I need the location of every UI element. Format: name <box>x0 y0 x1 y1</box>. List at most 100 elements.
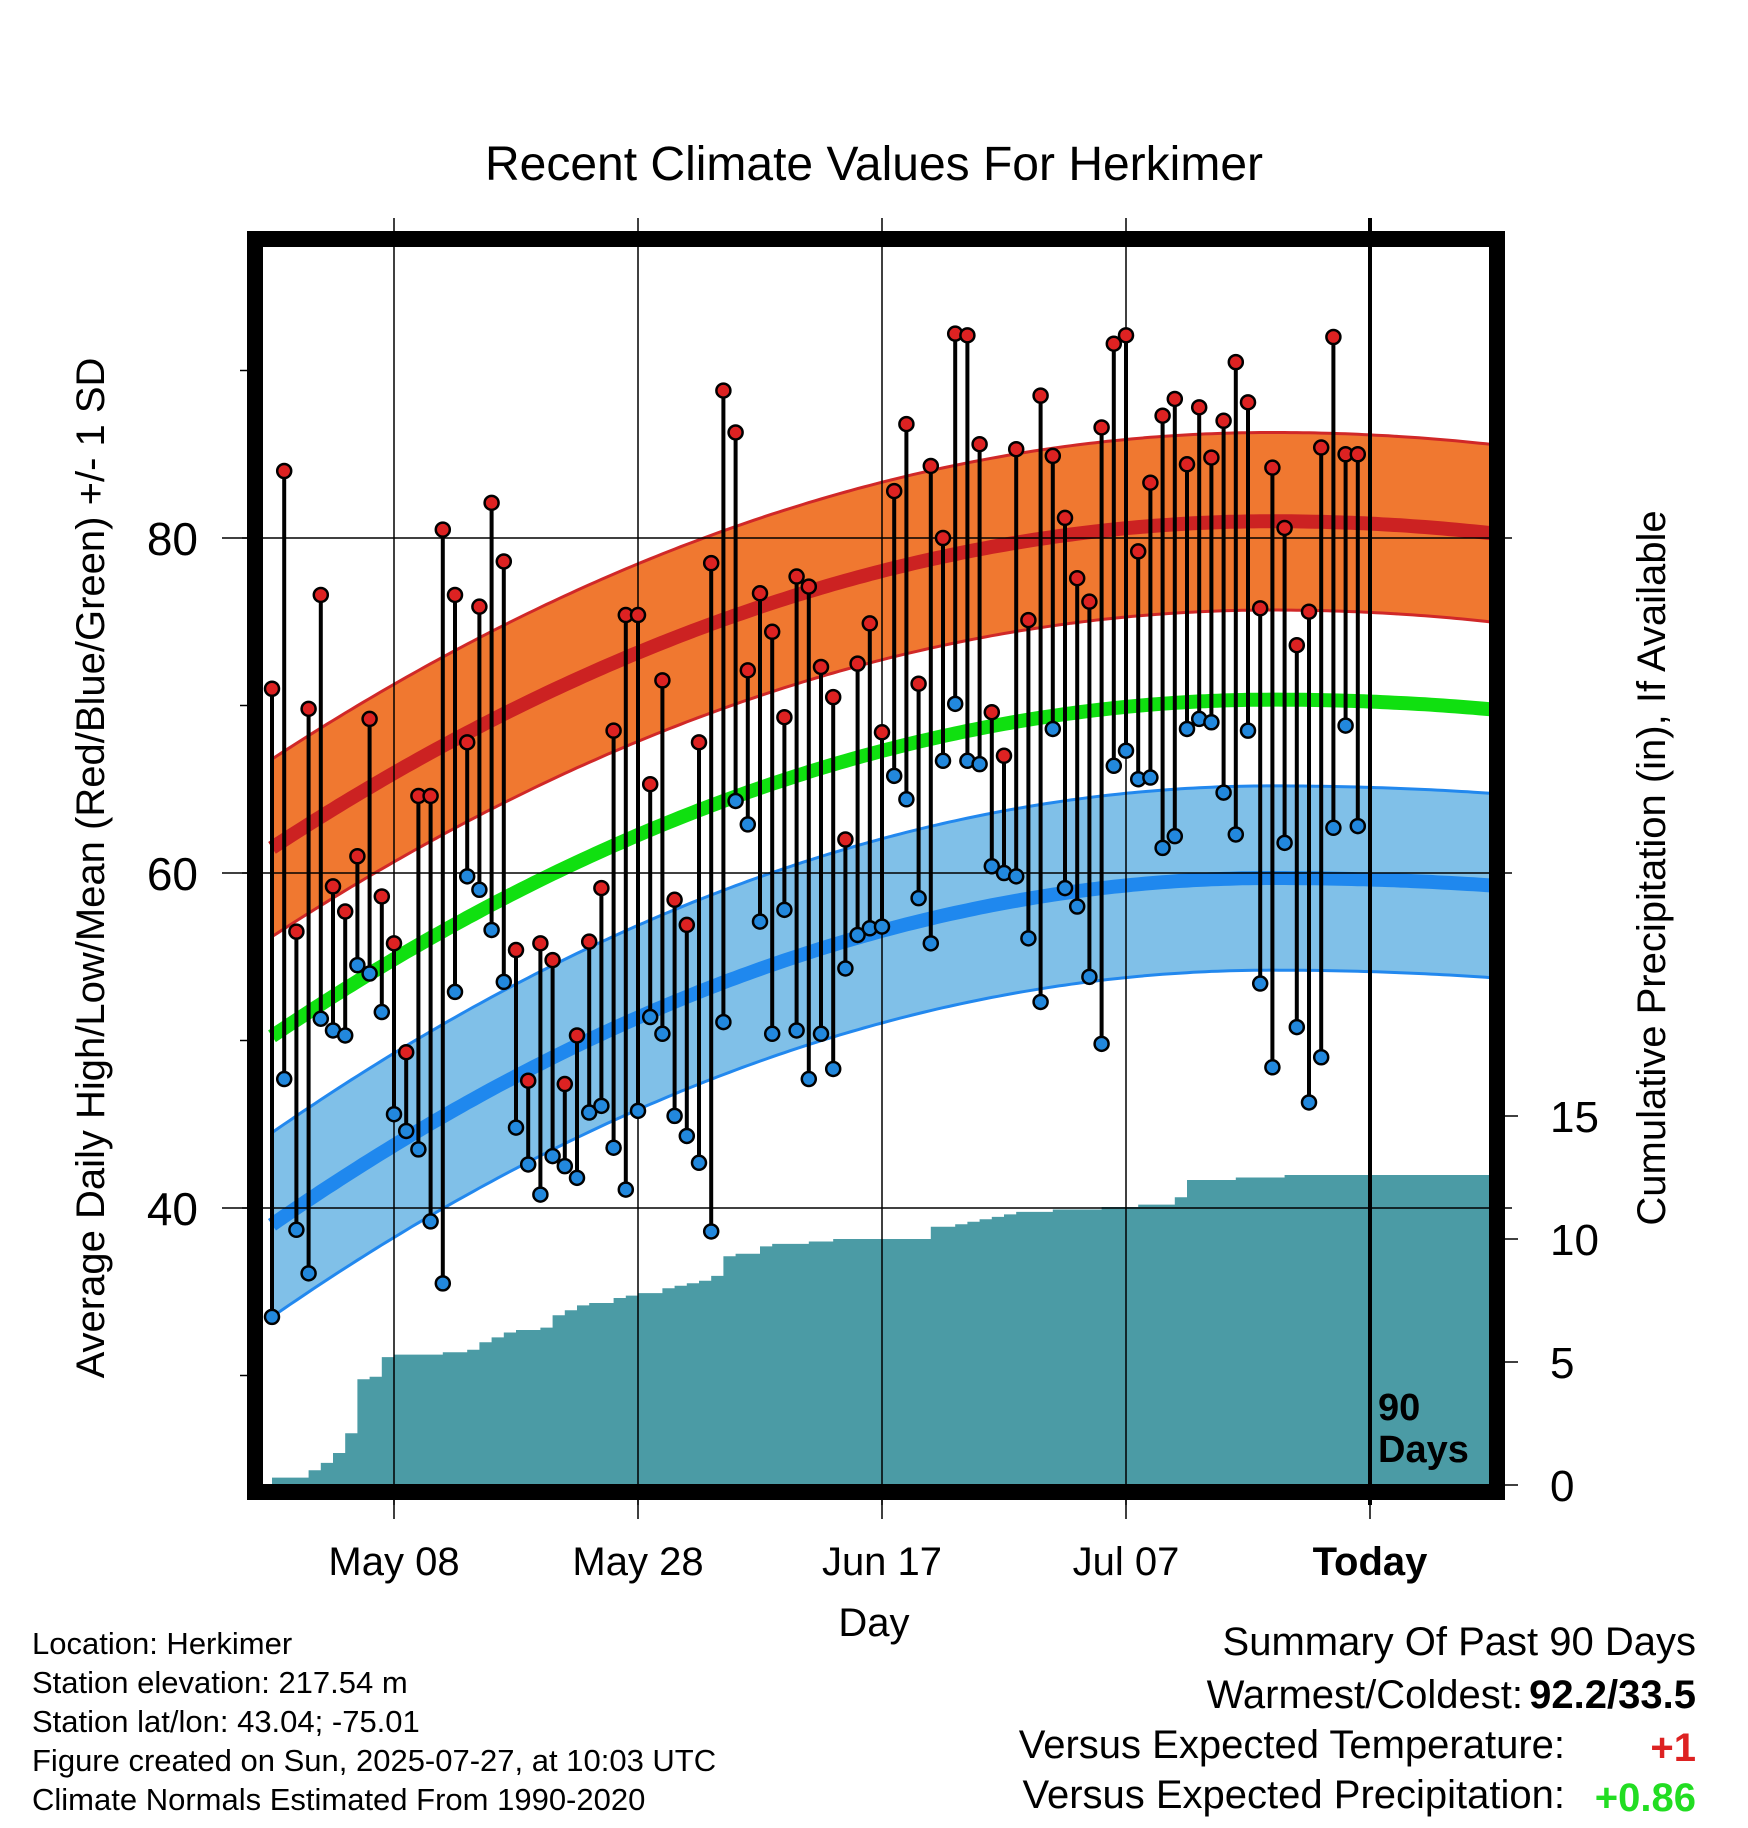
low-point-23 <box>544 1147 561 1165</box>
low-point-16 <box>458 868 476 885</box>
low-point-0 <box>263 1308 281 1326</box>
x-axis-label: Day <box>838 1601 909 1645</box>
low-point-21 <box>519 1156 537 1173</box>
low-point-13 <box>422 1213 439 1230</box>
x-tick-label-2: Jun 17 <box>822 1540 942 1584</box>
high-point-13 <box>422 787 439 805</box>
high-point-18 <box>483 494 500 512</box>
high-point-65 <box>1056 509 1074 527</box>
plot-border <box>247 231 1505 1500</box>
low-sd-upper-line <box>271 784 1490 1134</box>
low-point-35 <box>690 1154 708 1172</box>
low-point-33 <box>666 1107 683 1125</box>
high-point-42 <box>776 708 793 726</box>
high-point-76 <box>1190 399 1208 416</box>
high-point-37 <box>715 382 732 399</box>
high-point-54 <box>922 457 940 475</box>
low-point-82 <box>1264 1059 1281 1076</box>
low-point-69 <box>1105 757 1123 775</box>
high-point-50 <box>873 724 891 741</box>
low-point-43 <box>788 1022 805 1039</box>
high-point-46 <box>824 688 842 706</box>
high-point-77 <box>1203 449 1220 466</box>
high-point-52 <box>898 415 915 433</box>
high-point-74 <box>1166 390 1184 408</box>
warm-cold-value: 92.2/33.5 <box>1529 1673 1696 1717</box>
chart-title: Recent Climate Values For Herkimer <box>485 138 1263 191</box>
low-point-37 <box>715 1013 732 1031</box>
low-point-22 <box>532 1186 549 1203</box>
low-point-70 <box>1117 742 1135 759</box>
low-point-85 <box>1300 1094 1318 1111</box>
low-point-86 <box>1312 1049 1330 1066</box>
low-point-54 <box>922 935 940 952</box>
high-point-1 <box>275 462 293 480</box>
info-elevation: Station elevation: 217.54 m <box>32 1665 408 1700</box>
right-tick-label-2: 10 <box>1550 1216 1599 1265</box>
high-point-62 <box>1020 611 1037 629</box>
high-point-58 <box>971 435 988 453</box>
temp-vs-expected-label: Versus Expected Temperature: <box>1018 1723 1565 1767</box>
low-point-44 <box>800 1070 818 1088</box>
low-point-38 <box>727 792 744 810</box>
low-point-36 <box>702 1223 720 1240</box>
high-point-51 <box>885 482 903 500</box>
low-point-62 <box>1020 930 1037 947</box>
low-point-12 <box>410 1141 427 1158</box>
high-mean-line <box>268 514 1490 854</box>
mean-line <box>268 692 1490 1043</box>
low-point-11 <box>397 1122 415 1140</box>
high-point-8 <box>361 710 378 728</box>
high-point-63 <box>1032 387 1049 404</box>
low-point-45 <box>812 1025 830 1043</box>
low-point-47 <box>837 960 854 977</box>
low-point-65 <box>1056 879 1074 897</box>
low-point-41 <box>763 1025 781 1043</box>
low-point-73 <box>1154 839 1171 857</box>
high-point-20 <box>507 941 525 959</box>
high-point-17 <box>471 598 488 615</box>
high-point-79 <box>1227 353 1245 371</box>
high-point-73 <box>1154 407 1171 424</box>
low-point-39 <box>739 816 757 833</box>
low-point-84 <box>1288 1018 1306 1036</box>
high-point-23 <box>544 951 561 969</box>
info-created: Figure created on Sun, 2025-07-27, at 10… <box>32 1743 717 1778</box>
high-point-22 <box>532 935 549 952</box>
high-point-67 <box>1081 593 1098 610</box>
high-point-38 <box>727 424 744 441</box>
low-point-20 <box>507 1119 525 1136</box>
today-label-days-word: Days <box>1378 1429 1469 1471</box>
high-point-70 <box>1117 327 1135 344</box>
high-point-81 <box>1251 600 1269 617</box>
high-point-43 <box>788 568 805 585</box>
low-sd-lower-line <box>271 968 1490 1319</box>
low-point-7 <box>349 956 366 974</box>
high-point-15 <box>446 586 464 604</box>
low-point-32 <box>654 1025 671 1043</box>
low-point-75 <box>1178 720 1196 738</box>
x-tick-label-4: Today <box>1313 1540 1429 1584</box>
low-point-31 <box>641 1008 659 1026</box>
axes: 40 60 80 0 5 10 15 May 08 May 28 Jun 17 Jul 07 Toda… <box>147 369 1599 1584</box>
low-point-26 <box>580 1104 598 1121</box>
high-point-26 <box>580 933 598 950</box>
low-point-6 <box>336 1027 354 1044</box>
low-point-66 <box>1068 898 1086 915</box>
high-point-89 <box>1349 446 1367 463</box>
low-point-89 <box>1349 817 1367 835</box>
temp-vs-expected-value: +1 <box>1650 1726 1696 1770</box>
high-point-66 <box>1068 569 1086 587</box>
high-point-75 <box>1178 456 1196 473</box>
today-label-days: 90 <box>1378 1387 1420 1429</box>
low-point-4 <box>312 1010 330 1027</box>
high-point-59 <box>983 703 1001 721</box>
info-normals: Climate Normals Estimated From 1990-2020 <box>32 1782 646 1817</box>
high-point-55 <box>934 529 952 547</box>
low-point-10 <box>385 1105 403 1123</box>
low-point-79 <box>1227 826 1245 843</box>
high-point-7 <box>349 848 366 865</box>
high-point-85 <box>1300 603 1318 620</box>
high-point-27 <box>593 879 610 897</box>
